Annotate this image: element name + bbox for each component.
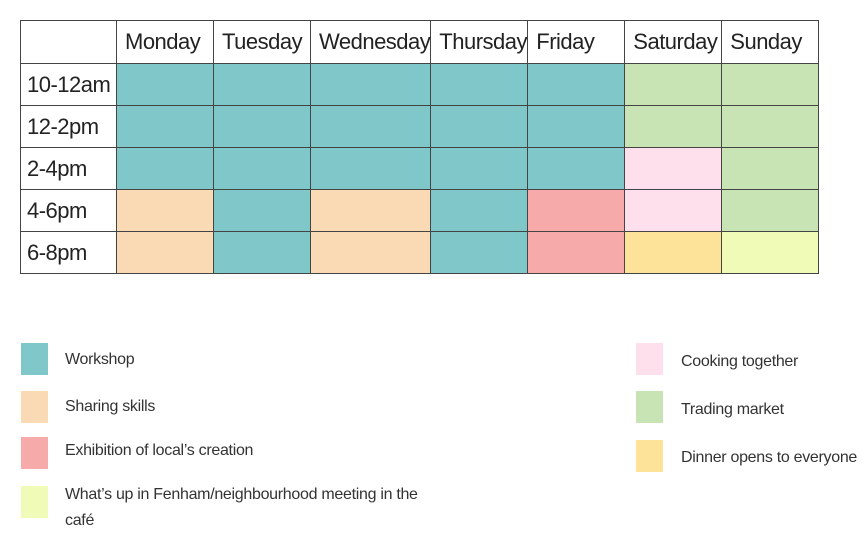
schedule-cell-workshop xyxy=(116,147,214,190)
schedule-cell-workshop xyxy=(527,147,626,190)
schedule-cell-sharing xyxy=(116,189,214,232)
schedule-cell-workshop xyxy=(309,147,432,190)
day-header-friday: Friday xyxy=(527,20,626,64)
schedule-cell-workshop xyxy=(116,105,214,148)
time-slot-label: 4-6pm xyxy=(20,189,117,232)
time-row: 4-6pm xyxy=(20,189,820,232)
legend-swatch-workshop xyxy=(21,343,48,375)
day-header-monday: Monday xyxy=(116,20,214,64)
legend-label-trading-market: Trading market xyxy=(681,401,784,418)
legend-swatch-whats-up xyxy=(21,486,48,518)
schedule-cell-workshop xyxy=(213,105,311,148)
schedule-cell-workshop xyxy=(430,147,529,190)
time-slot-label: 6-8pm xyxy=(20,231,117,274)
time-slot-label: 12-2pm xyxy=(20,105,117,148)
schedule-cell-trading xyxy=(721,147,820,190)
schedule-cell-workshop xyxy=(430,105,529,148)
schedule-cell-workshop xyxy=(309,105,432,148)
timetable-body: 10-12am 12-2pm 2-4pm 4-6pm 6-8pm xyxy=(20,63,820,274)
schedule-cell-workshop xyxy=(430,189,529,232)
time-row: 2-4pm xyxy=(20,147,820,190)
legend-swatch-dinner xyxy=(636,440,663,472)
time-slot-label: 2-4pm xyxy=(20,147,117,190)
legend-label-sharing-skills: Sharing skills xyxy=(65,398,156,415)
time-row: 12-2pm xyxy=(20,105,820,148)
legend-label-dinner: Dinner opens to everyone xyxy=(681,449,858,466)
day-header-tuesday: Tuesday xyxy=(213,20,311,64)
legend-swatch-sharing-skills xyxy=(21,391,48,423)
schedule-cell-exhibition xyxy=(527,189,626,232)
day-header-wednesday: Wednesday xyxy=(309,20,432,64)
day-header-saturday: Saturday xyxy=(624,20,723,64)
schedule-cell-dinner xyxy=(624,231,723,274)
legend-swatch-trading-market xyxy=(636,391,663,423)
day-header-thursday: Thursday xyxy=(430,20,529,64)
legend-swatch-cooking-together xyxy=(636,343,663,375)
schedule-cell-workshop xyxy=(309,63,432,106)
schedule-cell-whatsup xyxy=(721,231,820,274)
schedule-cell-workshop xyxy=(430,63,529,106)
time-row: 10-12am xyxy=(20,63,820,106)
schedule-cell-workshop xyxy=(213,147,311,190)
header-row: Monday Tuesday Wednesday Thursday Friday… xyxy=(20,20,820,64)
time-slot-label: 10-12am xyxy=(20,63,117,106)
day-header-sunday: Sunday xyxy=(721,20,820,64)
legend-label-exhibition: Exhibition of local’s creation xyxy=(65,442,254,459)
schedule-cell-sharing xyxy=(116,231,214,274)
schedule-cell-workshop xyxy=(116,63,214,106)
schedule-cell-workshop xyxy=(430,231,529,274)
schedule-cell-workshop xyxy=(213,231,311,274)
schedule-cell-sharing xyxy=(309,231,432,274)
schedule-cell-cooking xyxy=(624,147,723,190)
timetable: Monday Tuesday Wednesday Thursday Friday… xyxy=(20,20,820,274)
corner-cell xyxy=(20,20,117,64)
schedule-cell-workshop xyxy=(213,63,311,106)
schedule-cell-trading xyxy=(721,105,820,148)
schedule-cell-trading xyxy=(721,189,820,232)
legend-swatch-exhibition xyxy=(21,437,48,469)
legend-label-cooking-together: Cooking together xyxy=(681,353,799,370)
schedule-cell-workshop xyxy=(527,63,626,106)
schedule-cell-exhibition xyxy=(527,231,626,274)
legend-label-whats-up: What’s up in Fenham/neighbourhood meetin… xyxy=(65,486,418,529)
schedule-cell-trading xyxy=(624,105,723,148)
schedule-cell-trading xyxy=(624,63,723,106)
schedule-cell-workshop xyxy=(527,105,626,148)
time-row: 6-8pm xyxy=(20,231,820,274)
schedule-cell-workshop xyxy=(213,189,311,232)
schedule-cell-trading xyxy=(721,63,820,106)
schedule-cell-sharing xyxy=(309,189,432,232)
schedule-cell-cooking xyxy=(624,189,723,232)
legend-label-workshop: Workshop xyxy=(65,351,135,368)
